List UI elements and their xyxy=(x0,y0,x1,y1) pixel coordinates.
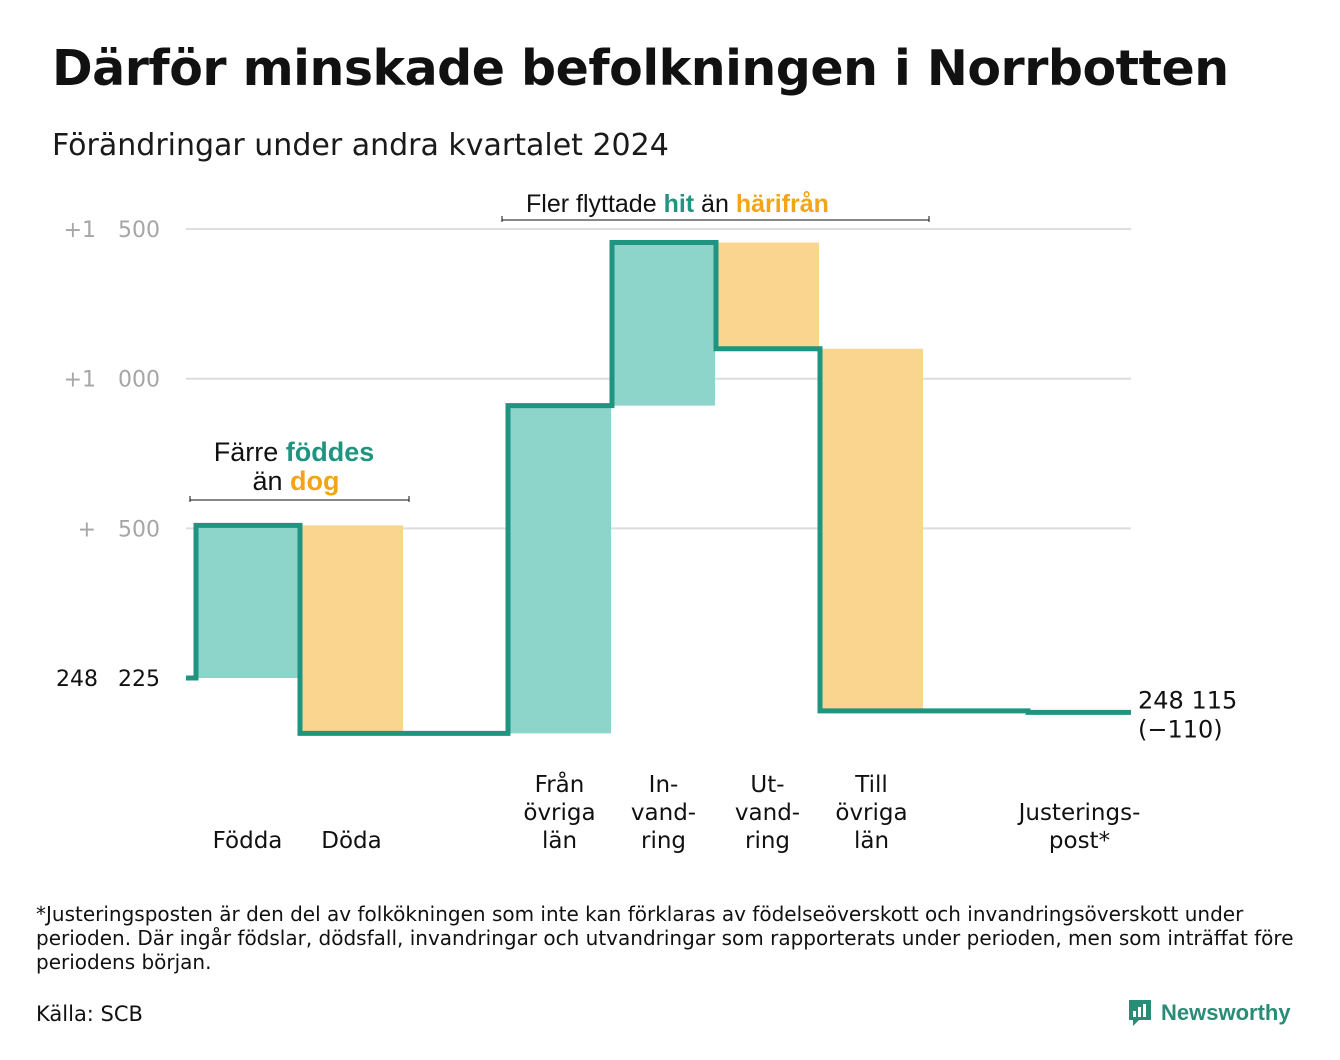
category-label: vand- xyxy=(631,800,696,826)
category-label: övriga xyxy=(523,800,595,826)
bar-decrease xyxy=(716,242,819,349)
annotation-moves-line: Fler flyttade hit än härifrån xyxy=(526,190,829,218)
category-label: vand- xyxy=(735,800,800,826)
category-label: Till xyxy=(854,772,888,798)
y-tick-label: 500 xyxy=(118,517,160,542)
bar-increase xyxy=(508,405,611,734)
category-label: övriga xyxy=(835,800,907,826)
y-tick-prefix: +1 xyxy=(64,218,96,243)
source-note: Källa: SCB xyxy=(36,1002,143,1026)
category-label: Från xyxy=(535,770,585,798)
category-label: Döda xyxy=(321,828,381,854)
category-label: Födda xyxy=(213,828,283,854)
category-label: län xyxy=(542,828,577,854)
y-tick-label: 500 xyxy=(118,218,160,243)
footnote: *Justeringsposten är den del av folkökni… xyxy=(36,902,1294,974)
category-label: Ut- xyxy=(750,772,784,798)
annotation-moves-bracket xyxy=(501,216,930,222)
brand-logo: Newsworthy xyxy=(1127,998,1291,1028)
bar-increase xyxy=(612,242,715,406)
category-label: post* xyxy=(1049,828,1110,854)
y-tick-label: 000 xyxy=(118,368,160,393)
start-value-units: 225 xyxy=(118,667,160,692)
start-value-thousands: 248 xyxy=(56,667,98,692)
end-change-label: (−110) xyxy=(1138,715,1223,743)
end-value-label: 248 115 xyxy=(1138,686,1237,714)
category-label: In- xyxy=(649,772,679,798)
brand-name: Newsworthy xyxy=(1161,1000,1291,1025)
annotation-births-bracket xyxy=(189,496,410,502)
cumulative-step-line xyxy=(186,240,1131,736)
bar-increase xyxy=(196,525,299,678)
category-label: ring xyxy=(641,828,686,854)
chart-title: Därför minskade befolkningen i Norrbotte… xyxy=(52,40,1229,97)
category-label: Justerings- xyxy=(1017,800,1141,826)
annotation-births-line1: Färre föddes xyxy=(214,437,375,467)
chart-subtitle: Förändringar under andra kvartalet 2024 xyxy=(52,128,669,163)
bar-decrease xyxy=(820,348,923,711)
y-tick-prefix: +1 xyxy=(64,368,96,393)
category-label: län xyxy=(854,828,889,854)
category-label: ring xyxy=(745,828,790,854)
annotation-births-line2: än dog xyxy=(252,466,339,496)
bar-decrease xyxy=(300,525,403,734)
y-tick-prefix: + xyxy=(78,517,96,542)
newsworthy-logo-icon xyxy=(1129,1000,1151,1026)
